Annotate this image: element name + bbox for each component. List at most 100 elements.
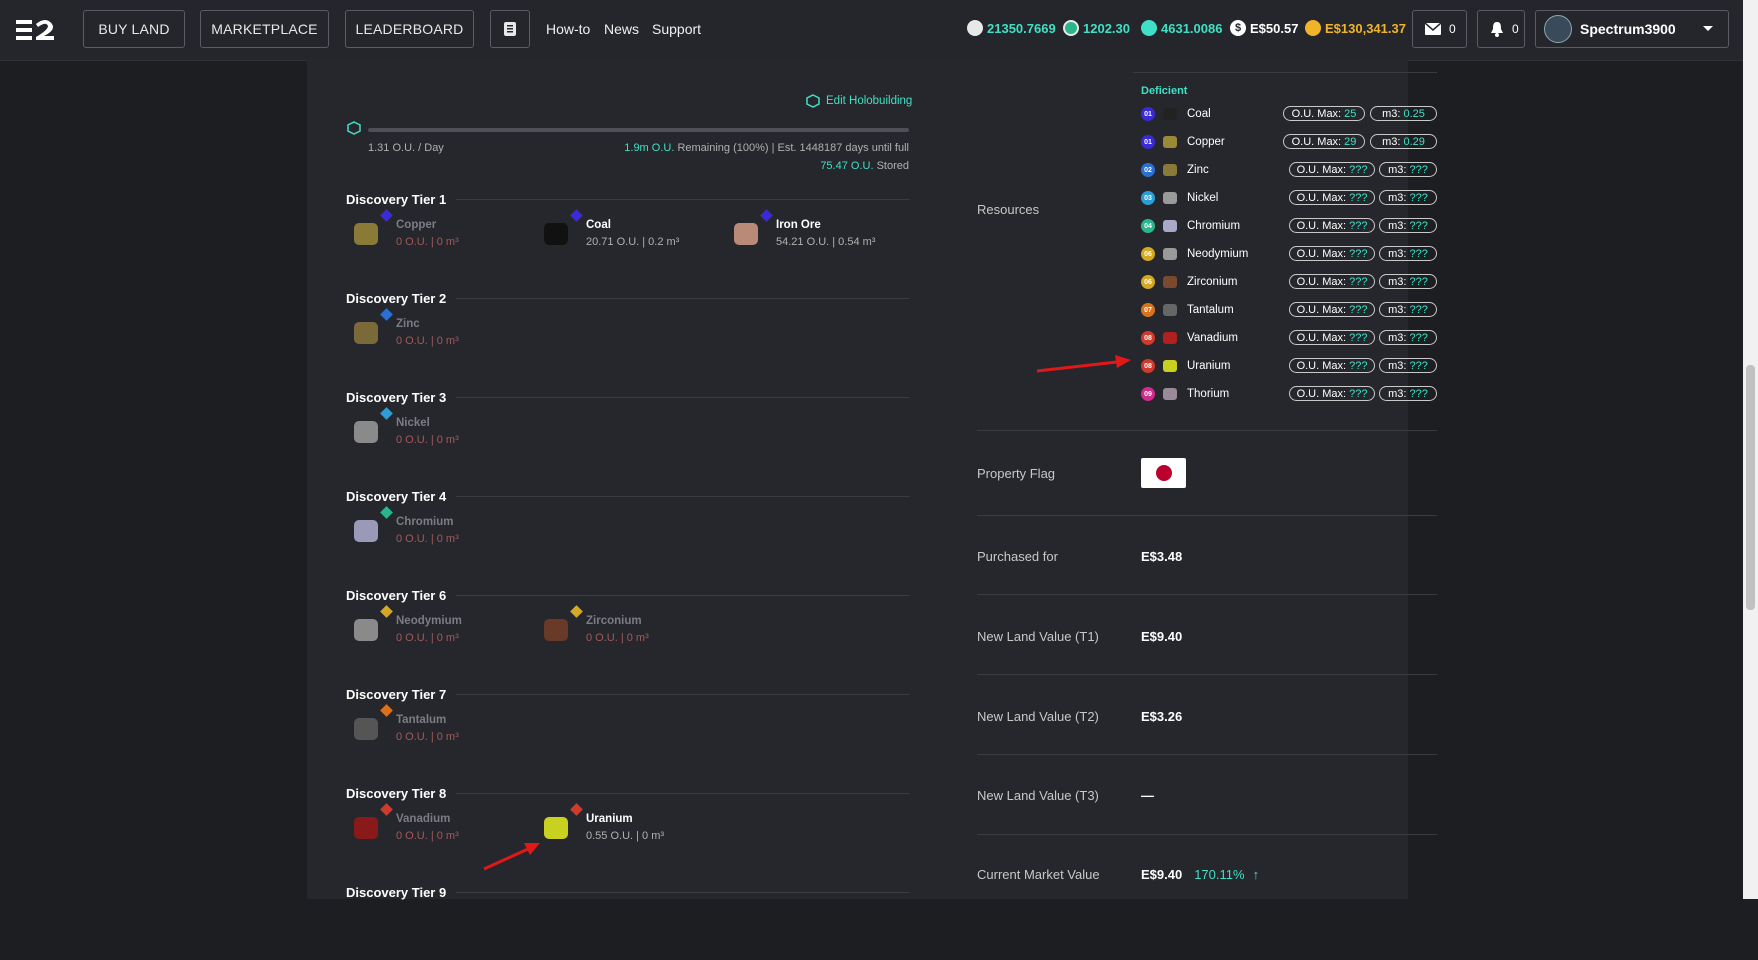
balance-coin[interactable]: E$130,341.37 (1305, 20, 1406, 36)
resource-name: Neodymium (1187, 248, 1249, 260)
resource-name: Copper (1187, 136, 1225, 148)
resource-name: Coal (1187, 108, 1211, 120)
pill-label: m3: (1388, 359, 1407, 372)
mineral-item[interactable]: Uranium 0.55 O.U. | 0 m³ (536, 803, 716, 851)
balance-dollar[interactable]: $ E$50.57 (1230, 20, 1298, 36)
support-link[interactable]: Support (652, 21, 702, 37)
ou-max-pill: O.U. Max: 29 (1283, 134, 1365, 149)
mineral-item[interactable]: Neodymium 0 O.U. | 0 m³ (346, 605, 526, 653)
ou-max-pill: O.U. Max:??? (1289, 162, 1375, 177)
pill-value: ??? (1349, 275, 1368, 288)
divider (456, 397, 909, 398)
tier-badge-icon: 06 (1141, 275, 1155, 289)
ou-max-pill: O.U. Max:??? (1289, 302, 1375, 317)
mineral-icon (544, 223, 568, 245)
resource-row: 08 Uranium (1141, 355, 1441, 377)
username: Spectrum3900 (1580, 21, 1676, 37)
user-menu-button[interactable]: Spectrum3900 (1535, 10, 1729, 48)
ou-max-pill: O.U. Max:??? (1289, 386, 1375, 401)
pill-value: ??? (1409, 359, 1428, 372)
resource-name: Thorium (1187, 388, 1230, 400)
resource-row: 06 Zirconium (1141, 271, 1441, 293)
mineral-item[interactable]: Zirconium 0 O.U. | 0 m³ (536, 605, 716, 653)
resource-name: Tantalum (1187, 304, 1234, 316)
resources-label: Resources (977, 202, 1040, 217)
discovery-tier: Discovery Tier 4 Chromium 0 O.U. | 0 m³ (346, 489, 909, 564)
mineral-item[interactable]: Nickel 0 O.U. | 0 m³ (346, 407, 526, 455)
resource-row: 08 Vanadium (1141, 327, 1441, 349)
leaderboard-button[interactable]: LEADERBOARD (345, 10, 474, 48)
discovery-tier: Discovery Tier 3 Nickel 0 O.U. | 0 m³ (346, 390, 909, 465)
mineral-item[interactable]: Iron Ore 54.21 O.U. | 0.54 m³ (726, 209, 906, 257)
mineral-icon (1163, 220, 1177, 232)
resource-name: Uranium (1187, 360, 1231, 372)
marketplace-button[interactable]: MARKETPLACE (200, 10, 329, 48)
mineral-icon (1163, 164, 1177, 176)
value-text: E$3.26 (1141, 709, 1183, 724)
resource-row: 02 Zinc (1141, 159, 1441, 181)
discovery-tier: Discovery Tier 6 Neodymium 0 O.U. | 0 m³ Zi… (346, 588, 909, 663)
scrollbar-thumb[interactable] (1746, 365, 1755, 610)
page-scrollbar[interactable] (1743, 0, 1758, 899)
pill-label: m3: (1382, 135, 1401, 148)
mineral-icon (734, 223, 758, 245)
mineral-icon (1163, 388, 1177, 400)
buy-land-button[interactable]: BUY LAND (83, 10, 185, 48)
pill-label: O.U. Max: (1296, 219, 1347, 232)
ou-max-pill: O.U. Max: 25 (1283, 106, 1365, 121)
tier-title-text: Discovery Tier 3 (346, 390, 447, 405)
mineral-icon (1163, 192, 1177, 204)
earth2-logo[interactable] (16, 18, 56, 42)
mineral-values: 0.55 O.U. | 0 m³ (586, 830, 665, 842)
pill-label: m3: (1382, 107, 1401, 120)
mineral-item[interactable]: Tantalum 0 O.U. | 0 m³ (346, 704, 526, 752)
balance-t1[interactable]: 21350.7669 (967, 20, 1056, 36)
notebook-icon (504, 22, 516, 36)
mineral-icon (354, 718, 378, 740)
property-label: Property Flag (977, 466, 1056, 481)
mineral-values: 0 O.U. | 0 m³ (396, 533, 459, 545)
avatar (1544, 15, 1572, 43)
tier-badge-icon: 08 (1141, 331, 1155, 345)
ecash-icon (1063, 20, 1079, 36)
m3-pill: m3: 0.25 (1370, 106, 1437, 121)
pill-value: ??? (1349, 247, 1368, 260)
mineral-values: 0 O.U. | 0 m³ (396, 434, 459, 446)
mineral-name: Iron Ore (776, 219, 821, 231)
tier-title: Discovery Tier 8 (346, 786, 909, 801)
pill-label: O.U. Max: (1296, 387, 1347, 400)
tier-badge-icon: 07 (1141, 303, 1155, 317)
property-label: New Land Value (T3) (977, 788, 1099, 803)
pill-value: 0.25 (1403, 107, 1425, 120)
notebook-button[interactable] (490, 10, 530, 48)
mail-button[interactable]: 0 (1412, 10, 1467, 48)
balance-essence[interactable]: 4631.0086 (1141, 20, 1222, 36)
flag-circle (1155, 465, 1172, 481)
tier-badge-icon: 04 (1141, 219, 1155, 233)
discovery-tier: Discovery Tier 8 Vanadium 0 O.U. | 0 m³ Ura… (346, 786, 909, 861)
mineral-item[interactable]: Coal 20.71 O.U. | 0.2 m³ (536, 209, 716, 257)
mineral-icon (544, 619, 568, 641)
news-link[interactable]: News (604, 21, 640, 37)
edit-holobuilding-link[interactable]: Edit Holobuilding (806, 94, 912, 108)
divider (977, 834, 1437, 835)
mineral-item[interactable]: Chromium 0 O.U. | 0 m³ (346, 506, 526, 554)
divider (456, 892, 909, 893)
ou-max-pill: O.U. Max:??? (1289, 246, 1375, 261)
pill-value: ??? (1409, 387, 1428, 400)
howto-link[interactable]: How-to (546, 21, 591, 37)
notifications-button[interactable]: 0 (1477, 10, 1525, 48)
value-text: E$9.40 (1141, 867, 1183, 882)
bell-icon (1491, 22, 1503, 37)
ou-max-pill: O.U. Max:??? (1289, 330, 1375, 345)
japan-flag-icon[interactable] (1141, 458, 1186, 488)
mineral-item[interactable]: Zinc 0 O.U. | 0 m³ (346, 308, 526, 356)
mineral-item[interactable]: Vanadium 0 O.U. | 0 m³ (346, 803, 526, 851)
balance-ecash[interactable]: 1202.30 (1063, 20, 1130, 36)
ou-max-pill: O.U. Max:??? (1289, 218, 1375, 233)
property-label: New Land Value (T2) (977, 709, 1099, 724)
pill-value: ??? (1409, 331, 1428, 344)
pill-value: ??? (1349, 331, 1368, 344)
pill-label: O.U. Max: (1296, 275, 1347, 288)
mineral-item[interactable]: Copper 0 O.U. | 0 m³ (346, 209, 526, 257)
